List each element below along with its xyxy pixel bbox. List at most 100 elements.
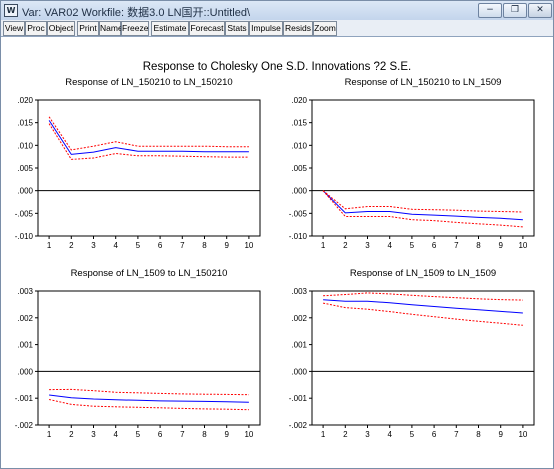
panel-1-response-line [48, 120, 249, 155]
proc-button[interactable]: Proc [25, 21, 47, 36]
panel-3-upper-band-line [49, 388, 249, 396]
main-chart-title: Response to Cholesky One S.D. Innovation… [143, 61, 411, 73]
panel-4-x-tick-label: 1 [321, 430, 326, 439]
panel-4-x-tick-label: 8 [476, 430, 481, 439]
panel-2-y-tick-label: .005 [291, 164, 307, 173]
panel-1-x-tick-label: 8 [202, 241, 207, 250]
resids-button[interactable]: Resids [283, 21, 313, 36]
panel-2-y-tick-label: -.010 [289, 232, 308, 241]
panel-3-x-tick-label: 8 [202, 430, 207, 439]
panel-4-x-tick-label: 9 [498, 430, 503, 439]
impulse-button[interactable]: Impulse [249, 21, 283, 36]
panel-1-title: Response of LN_150210 to LN_150210 [65, 77, 232, 88]
panel-2-x-tick-label: 10 [518, 241, 527, 250]
panel-2-x-tick-label: 9 [498, 241, 503, 250]
restore-icon: ❐ [510, 5, 520, 15]
panel-1-x-tick-label: 5 [136, 241, 141, 250]
impulse-response-graph: Response to Cholesky One S.D. Innovation… [15, 61, 535, 439]
panel-1-y-tick-label: -.005 [15, 209, 34, 218]
panel-3-x-tick-label: 1 [47, 430, 52, 439]
panel-3-x-tick-label: 3 [91, 430, 96, 439]
panel-3-y-tick-label: -.002 [15, 421, 34, 430]
freeze-button[interactable]: Freeze [121, 21, 149, 36]
panel-1-x-tick-label: 2 [69, 241, 74, 250]
panel-2-x-tick-label: 7 [454, 241, 459, 250]
toolbar: View Proc Object Print Name Freeze Estim… [1, 20, 553, 37]
panel-1-y-tick-label: .005 [17, 164, 33, 173]
panel-2-x-tick-label: 3 [365, 241, 370, 250]
panel-3-y-tick-label: .002 [17, 314, 33, 323]
panel-3-y-tick-label: -.001 [15, 394, 34, 403]
panel-1-x-tick-label: 10 [244, 241, 253, 250]
panel-4-y-tick-label: .002 [291, 314, 307, 323]
panel-4-frame [311, 290, 535, 426]
minimize-icon: − [486, 5, 494, 15]
restore-button[interactable]: ❐ [503, 3, 527, 18]
panel-4-x-tick-label: 4 [387, 430, 392, 439]
panel-1-x-tick-label: 6 [158, 241, 163, 250]
panel-3-x-tick-label: 9 [224, 430, 229, 439]
panel-1-frame [37, 99, 261, 237]
panel-3-x-tick-label: 2 [69, 430, 74, 439]
estimate-button[interactable]: Estimate [151, 21, 189, 36]
panel-2-y-tick-label: .020 [291, 96, 307, 105]
panel-1-x-tick-label: 9 [224, 241, 229, 250]
panel-3-y-tick-label: .001 [17, 341, 33, 350]
graph-area: Response to Cholesky One S.D. Innovation… [1, 37, 553, 468]
view-button[interactable]: View [3, 21, 25, 36]
panel-3-y-tick-label: .000 [17, 367, 33, 376]
panel-4-title: Response of LN_1509 to LN_1509 [350, 268, 496, 279]
panel-3-title: Response of LN_1509 to LN_150210 [71, 268, 228, 279]
stats-button[interactable]: Stats [225, 21, 249, 36]
panel-1-x-tick-label: 4 [113, 241, 118, 250]
panel-3-y-tick-label: .003 [17, 287, 33, 296]
minimize-button[interactable]: − [478, 3, 502, 18]
forecast-button[interactable]: Forecast [189, 21, 225, 36]
panel-3-x-tick-label: 7 [180, 430, 185, 439]
panel-1-lower-band-line [48, 123, 249, 160]
panel-2-frame [311, 99, 535, 237]
panel-2-x-tick-label: 5 [410, 241, 415, 250]
zoom-button[interactable]: Zoom [313, 21, 337, 36]
panel-1-x-tick-label: 3 [91, 241, 96, 250]
panel-3-response-line [49, 394, 249, 403]
panel-3-x-tick-label: 10 [244, 430, 253, 439]
panel-3-frame [37, 290, 261, 426]
object-button[interactable]: Object [47, 21, 75, 36]
panel-4-y-tick-label: .003 [291, 287, 307, 296]
window-title: Var: VAR02 Workfile: 数据3.0 LN国开::Untitle… [22, 7, 251, 19]
panel-1-y-tick-label: .000 [17, 187, 33, 196]
panel-4-x-tick-label: 6 [432, 430, 437, 439]
panel-3-x-tick-label: 4 [113, 430, 118, 439]
panel-4-x-tick-label: 2 [343, 430, 348, 439]
panel-4-x-tick-label: 7 [454, 430, 459, 439]
panel-2-y-tick-label: -.005 [289, 209, 308, 218]
panel-4-upper-band-line [323, 292, 523, 301]
panel-4-y-tick-label: .000 [291, 367, 307, 376]
panel-4-y-tick-label: .001 [291, 341, 307, 350]
panel-2-x-tick-label: 4 [387, 241, 392, 250]
print-button[interactable]: Print [77, 21, 99, 36]
panel-4-response-line [323, 299, 523, 314]
panel-2-x-tick-label: 2 [343, 241, 348, 250]
name-button[interactable]: Name [99, 21, 123, 36]
panel-4-x-tick-label: 10 [518, 430, 527, 439]
panel-4-x-tick-label: 5 [410, 430, 415, 439]
eviews-app-icon: W [4, 4, 18, 17]
panel-2-y-tick-label: .015 [291, 119, 307, 128]
close-button[interactable]: ✕ [528, 3, 552, 18]
panel-1-y-tick-label: .010 [17, 141, 33, 150]
panel-2-lower-band-line [322, 190, 523, 228]
panel-1-x-tick-label: 7 [180, 241, 185, 250]
panel-2-x-tick-label: 1 [321, 241, 326, 250]
panel-2-upper-band-line [322, 190, 523, 213]
panel-1-y-tick-label: .020 [17, 96, 33, 105]
panel-3-x-tick-label: 6 [158, 430, 163, 439]
title-bar[interactable]: W Var: VAR02 Workfile: 数据3.0 LN国开::Untit… [1, 1, 553, 20]
panel-1-x-tick-label: 1 [47, 241, 52, 250]
panel-2-x-tick-label: 6 [432, 241, 437, 250]
panel-4-x-tick-label: 3 [365, 430, 370, 439]
panel-4-y-tick-label: -.001 [289, 394, 308, 403]
panel-1-y-tick-label: .015 [17, 119, 33, 128]
